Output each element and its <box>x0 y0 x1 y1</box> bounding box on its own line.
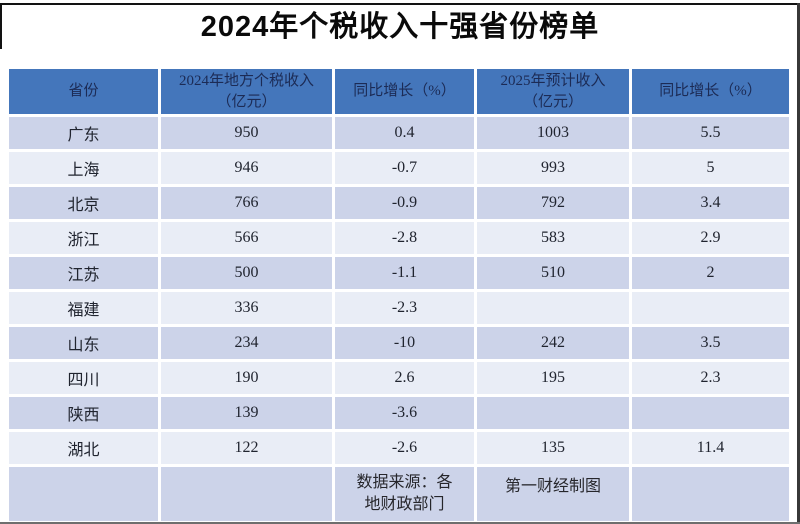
cell-income-2024: 950 <box>161 117 332 149</box>
cell-income-2025 <box>477 397 629 429</box>
cell-province: 广东 <box>9 117 158 149</box>
cell-income-2024: 766 <box>161 187 332 219</box>
cell-yoy-2025: 2 <box>632 257 789 289</box>
cell-income-2024: 190 <box>161 362 332 394</box>
cell-yoy-2025 <box>632 397 789 429</box>
cell-yoy-2025: 3.5 <box>632 327 789 359</box>
cell-income-2025: 1003 <box>477 117 629 149</box>
cell-yoy-2024: 2.6 <box>335 362 474 394</box>
cell-yoy-2024: -10 <box>335 327 474 359</box>
table-body: 广东 950 0.4 1003 5.5 上海 946 -0.7 993 5 北京… <box>9 117 789 521</box>
table-header: 省份 2024年地方个税收入 （亿元） 同比增长（%） 2025年预计收入 （亿… <box>9 69 789 114</box>
table-row-beijing: 北京 766 -0.9 792 3.4 <box>9 187 789 219</box>
cell-income-2024: 234 <box>161 327 332 359</box>
chart-credit: 第一财经制图 <box>477 467 629 521</box>
cell-income-2024: 566 <box>161 222 332 254</box>
cell-yoy-2025: 2.3 <box>632 362 789 394</box>
column-header-province: 省份 <box>9 69 158 114</box>
table-row-guangdong: 广东 950 0.4 1003 5.5 <box>9 117 789 149</box>
table-row-jiangsu: 江苏 500 -1.1 510 2 <box>9 257 789 289</box>
cell-yoy-2025: 3.4 <box>632 187 789 219</box>
table-footer-row: 数据来源：各 地财政部门 第一财经制图 <box>9 467 789 521</box>
footer-empty-cell <box>9 467 158 521</box>
column-header-income-2024: 2024年地方个税收入 （亿元） <box>161 69 332 114</box>
table-row-sichuan: 四川 190 2.6 195 2.3 <box>9 362 789 394</box>
cell-yoy-2025 <box>632 292 789 324</box>
cell-yoy-2024: -0.7 <box>335 152 474 184</box>
page-title: 2024年个税收入十强省份榜单 <box>200 11 600 43</box>
footer-empty-cell <box>632 467 789 521</box>
data-source-note: 数据来源：各 地财政部门 <box>335 467 474 521</box>
cell-yoy-2025: 2.9 <box>632 222 789 254</box>
cell-income-2025 <box>477 292 629 324</box>
cell-province: 北京 <box>9 187 158 219</box>
cell-yoy-2024: -0.9 <box>335 187 474 219</box>
table-row-shaanxi: 陕西 139 -3.6 <box>9 397 789 429</box>
screenshot-left-border <box>0 3 2 49</box>
cell-income-2025: 135 <box>477 432 629 464</box>
cell-income-2024: 336 <box>161 292 332 324</box>
cell-income-2024: 139 <box>161 397 332 429</box>
cell-province: 浙江 <box>9 222 158 254</box>
cell-province: 山东 <box>9 327 158 359</box>
table-row-zhejiang: 浙江 566 -2.8 583 2.9 <box>9 222 789 254</box>
cell-income-2024: 500 <box>161 257 332 289</box>
screenshot-right-border <box>797 3 800 524</box>
cell-province: 上海 <box>9 152 158 184</box>
table-row-shandong: 山东 234 -10 242 3.5 <box>9 327 789 359</box>
footer-empty-cell <box>161 467 332 521</box>
cell-income-2024: 122 <box>161 432 332 464</box>
tax-ranking-table: 省份 2024年地方个税收入 （亿元） 同比增长（%） 2025年预计收入 （亿… <box>6 66 792 524</box>
cell-province: 福建 <box>9 292 158 324</box>
cell-income-2025: 993 <box>477 152 629 184</box>
cell-yoy-2024: -2.8 <box>335 222 474 254</box>
cell-income-2025: 583 <box>477 222 629 254</box>
screenshot-top-border <box>0 3 800 5</box>
cell-yoy-2025: 5.5 <box>632 117 789 149</box>
column-header-income-2025: 2025年预计收入 （亿元） <box>477 69 629 114</box>
cell-yoy-2024: -2.3 <box>335 292 474 324</box>
column-header-yoy-2024: 同比增长（%） <box>335 69 474 114</box>
cell-yoy-2024: -2.6 <box>335 432 474 464</box>
cell-income-2024: 946 <box>161 152 332 184</box>
cell-yoy-2025: 5 <box>632 152 789 184</box>
cell-yoy-2024: -3.6 <box>335 397 474 429</box>
cell-income-2025: 195 <box>477 362 629 394</box>
cell-yoy-2024: 0.4 <box>335 117 474 149</box>
table-row-hubei: 湖北 122 -2.6 135 11.4 <box>9 432 789 464</box>
cell-province: 湖北 <box>9 432 158 464</box>
cell-income-2025: 510 <box>477 257 629 289</box>
cell-income-2025: 792 <box>477 187 629 219</box>
header-row: 省份 2024年地方个税收入 （亿元） 同比增长（%） 2025年预计收入 （亿… <box>9 69 789 114</box>
cell-income-2025: 242 <box>477 327 629 359</box>
cell-province: 江苏 <box>9 257 158 289</box>
cell-province: 陕西 <box>9 397 158 429</box>
column-header-yoy-2025: 同比增长（%） <box>632 69 789 114</box>
table-row-shanghai: 上海 946 -0.7 993 5 <box>9 152 789 184</box>
cell-province: 四川 <box>9 362 158 394</box>
table-row-fujian: 福建 336 -2.3 <box>9 292 789 324</box>
cell-yoy-2025: 11.4 <box>632 432 789 464</box>
cell-yoy-2024: -1.1 <box>335 257 474 289</box>
